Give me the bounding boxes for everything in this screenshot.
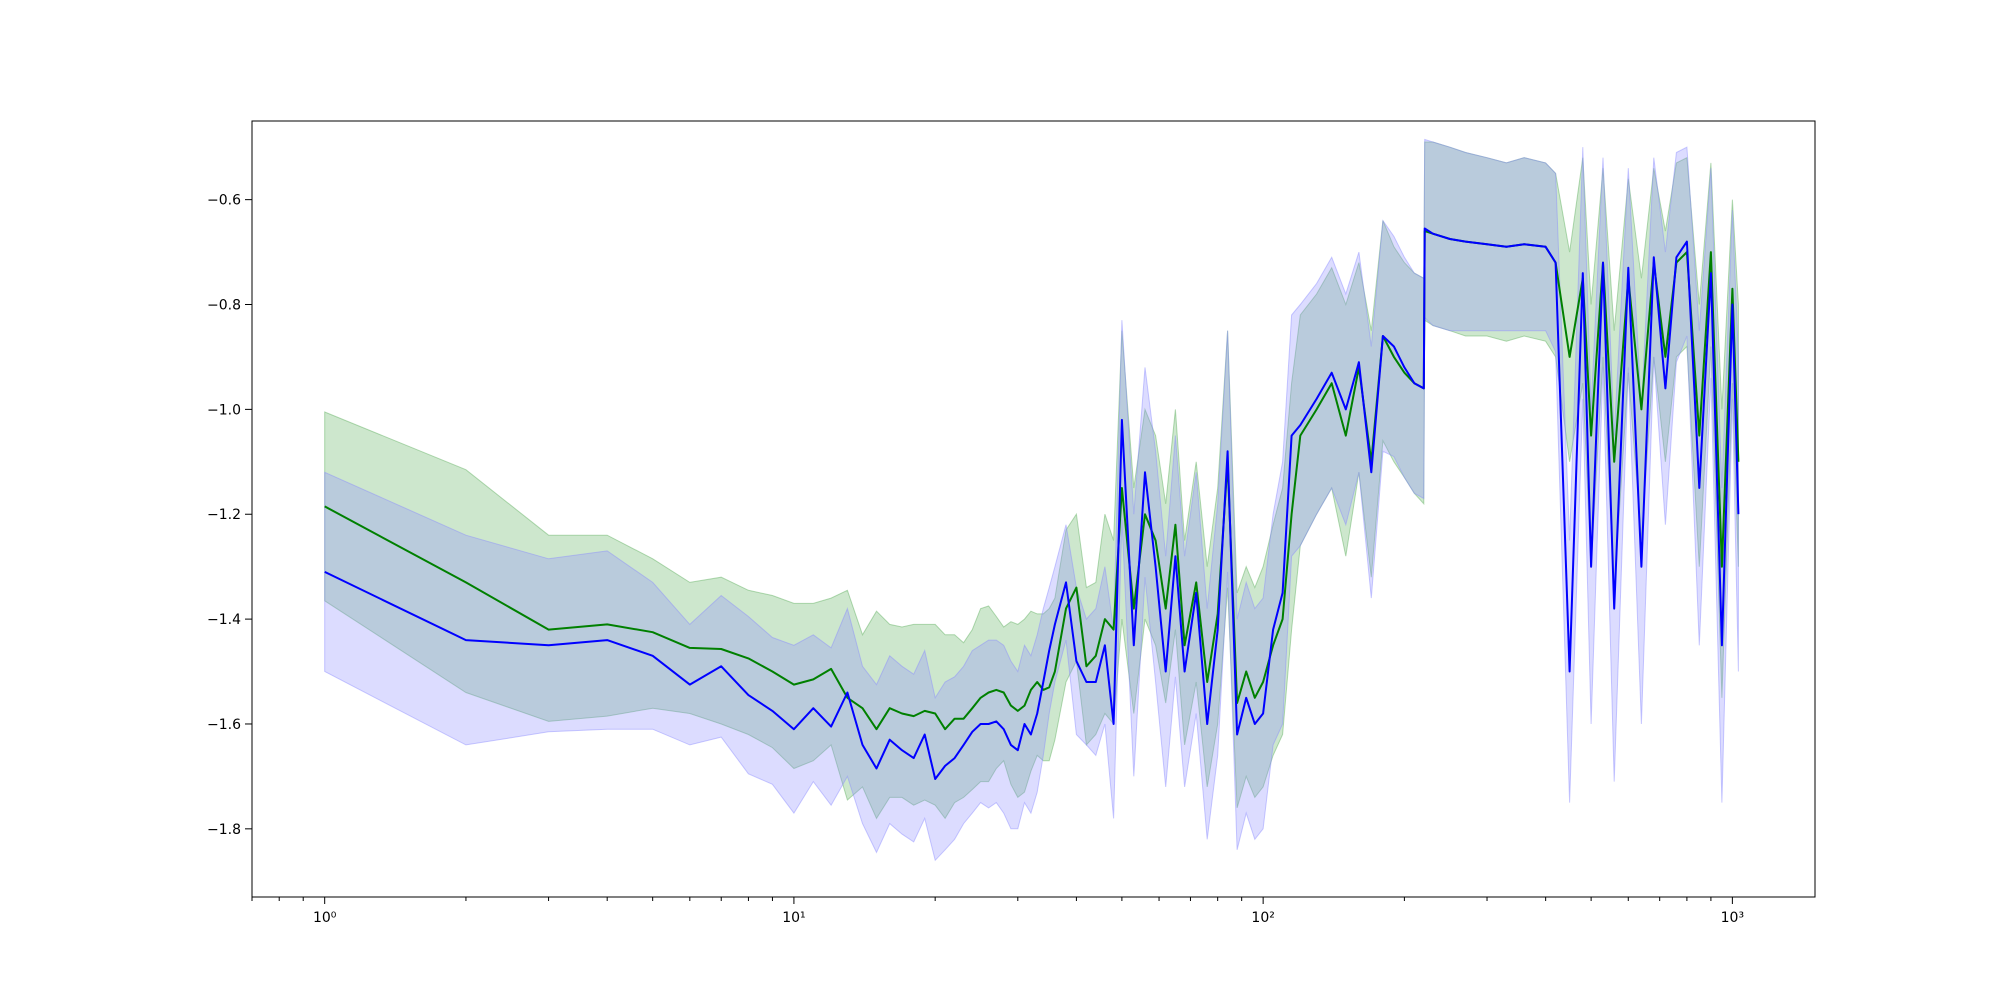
- series-1-line: [324, 227, 1740, 780]
- y-tick-label: −1.8: [207, 822, 241, 838]
- x-tick-label: 10³: [1721, 910, 1744, 926]
- confidence-bands: [324, 138, 1739, 862]
- y-tick-label: −1.2: [207, 507, 241, 523]
- series-lines: [324, 227, 1740, 780]
- y-tick-label: −1.6: [207, 717, 241, 733]
- series-0-line: [324, 230, 1740, 731]
- y-tick-label: −0.8: [207, 298, 241, 314]
- series-0-band: [324, 141, 1739, 820]
- series-1-band: [324, 138, 1739, 862]
- x-tick-label: 10¹: [782, 910, 805, 926]
- plot-background: [252, 121, 1815, 897]
- y-tick-label: −1.0: [207, 402, 241, 418]
- x-axis: 10⁰ 10¹ 10² 10³: [251, 897, 1744, 926]
- y-axis: −0.6 −0.8 −1.0 −1.2 −1.4 −1.6 −1.8: [207, 193, 252, 838]
- y-tick-label: −0.6: [207, 193, 241, 209]
- x-tick-label: 10²: [1251, 910, 1274, 926]
- y-tick-label: −1.4: [207, 612, 241, 628]
- x-tick-label: 10⁰: [313, 910, 337, 926]
- plot-frame: [251, 120, 1816, 898]
